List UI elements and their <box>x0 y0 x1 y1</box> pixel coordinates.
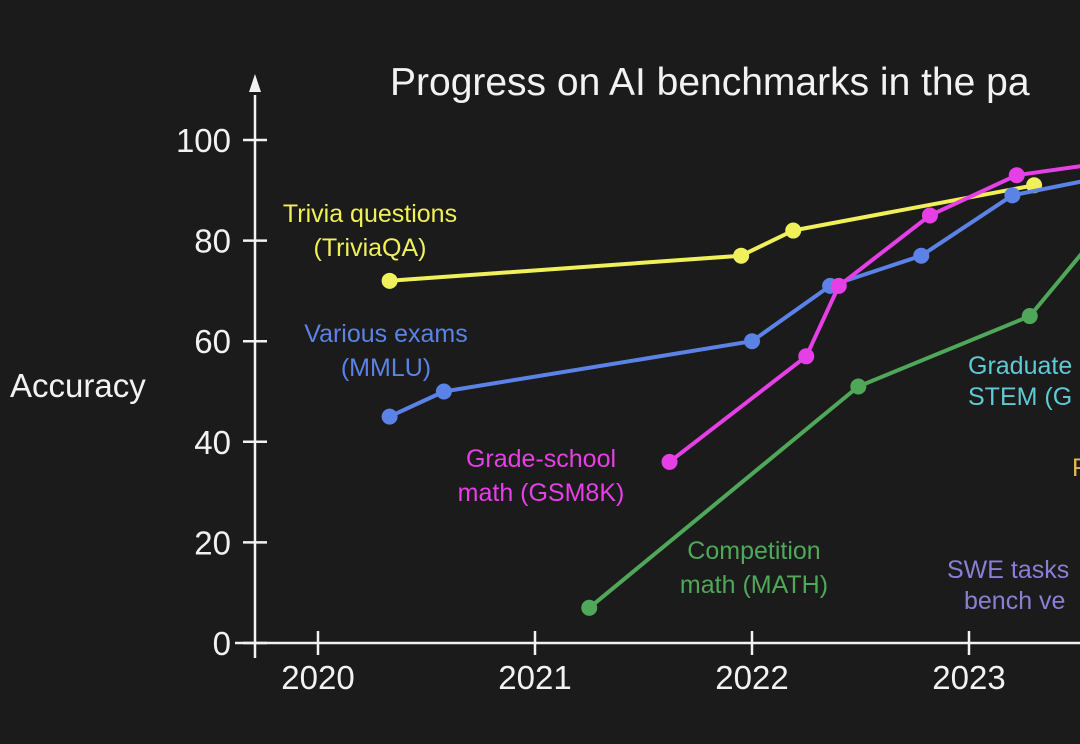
y-axis-label: Accuracy <box>10 367 146 404</box>
series-line-gsm8k <box>667 164 1080 464</box>
chart-title: Progress on AI benchmarks in the pa <box>390 61 1030 104</box>
gpqa-label-line1: Graduate <box>968 352 1072 380</box>
point-gsm8k-1 <box>798 348 815 365</box>
y-tick-label-60: 60 <box>194 323 231 360</box>
series-label-mmlu-line1: Various exams <box>304 320 468 348</box>
point-mmlu-1 <box>435 383 452 400</box>
y-tick-label-20: 20 <box>194 524 231 561</box>
series-label-triviaqa-line2: (TriviaQA) <box>314 234 427 262</box>
x-tick-label-2021: 2021 <box>498 659 571 696</box>
y-tick-label-0: 0 <box>213 625 231 662</box>
point-mmlu-5 <box>1004 187 1021 204</box>
axes: 0 20 40 60 80 100 2020 2021 2022 2023 <box>176 74 1080 696</box>
point-math-0 <box>581 599 598 616</box>
swe-bench-label-line1: SWE tasks <box>947 556 1069 584</box>
series-label-math-line2: math (MATH) <box>680 571 828 599</box>
x-tick-label-2023: 2023 <box>932 659 1005 696</box>
point-math-2 <box>1021 308 1038 325</box>
series-label-triviaqa-line1: Trivia questions <box>283 200 457 228</box>
series-label-gsm8k-line2: math (GSM8K) <box>458 479 625 507</box>
series-lines <box>381 164 1080 616</box>
point-mmlu-4 <box>913 247 930 264</box>
x-tick-label-2020: 2020 <box>281 659 354 696</box>
y-tick-label-100: 100 <box>176 122 231 159</box>
swe-bench-label-line2: bench ve <box>964 587 1065 615</box>
series-line-math <box>587 252 1080 610</box>
series-line-mmlu <box>387 179 1080 419</box>
point-mmlu-0 <box>381 408 398 425</box>
x-tick-label-2022: 2022 <box>715 659 788 696</box>
point-triviaqa-2 <box>785 222 802 239</box>
point-gsm8k-4 <box>1008 167 1025 184</box>
point-gsm8k-3 <box>921 207 938 224</box>
gpqa-label-line2: STEM (G <box>968 383 1072 411</box>
series-label-math-line1: Competition <box>687 537 820 565</box>
y-axis-arrow <box>249 74 261 92</box>
series-line-triviaqa <box>387 183 1037 283</box>
point-math-1 <box>850 378 867 395</box>
y-tick-label-40: 40 <box>194 424 231 461</box>
y-tick-label-80: 80 <box>194 223 231 260</box>
point-gsm8k-2 <box>830 277 847 294</box>
series-label-mmlu-line2: (MMLU) <box>341 354 431 382</box>
series-label-gsm8k-line1: Grade-school <box>466 445 616 473</box>
point-triviaqa-1 <box>733 247 750 264</box>
point-mmlu-2 <box>744 333 760 350</box>
annotations: Trivia questions (TriviaQA) Various exams (… <box>283 200 1080 615</box>
point-gsm8k-0 <box>661 453 678 470</box>
point-triviaqa-0 <box>381 272 398 289</box>
partial-yellow-label-line1: F <box>1072 454 1080 482</box>
